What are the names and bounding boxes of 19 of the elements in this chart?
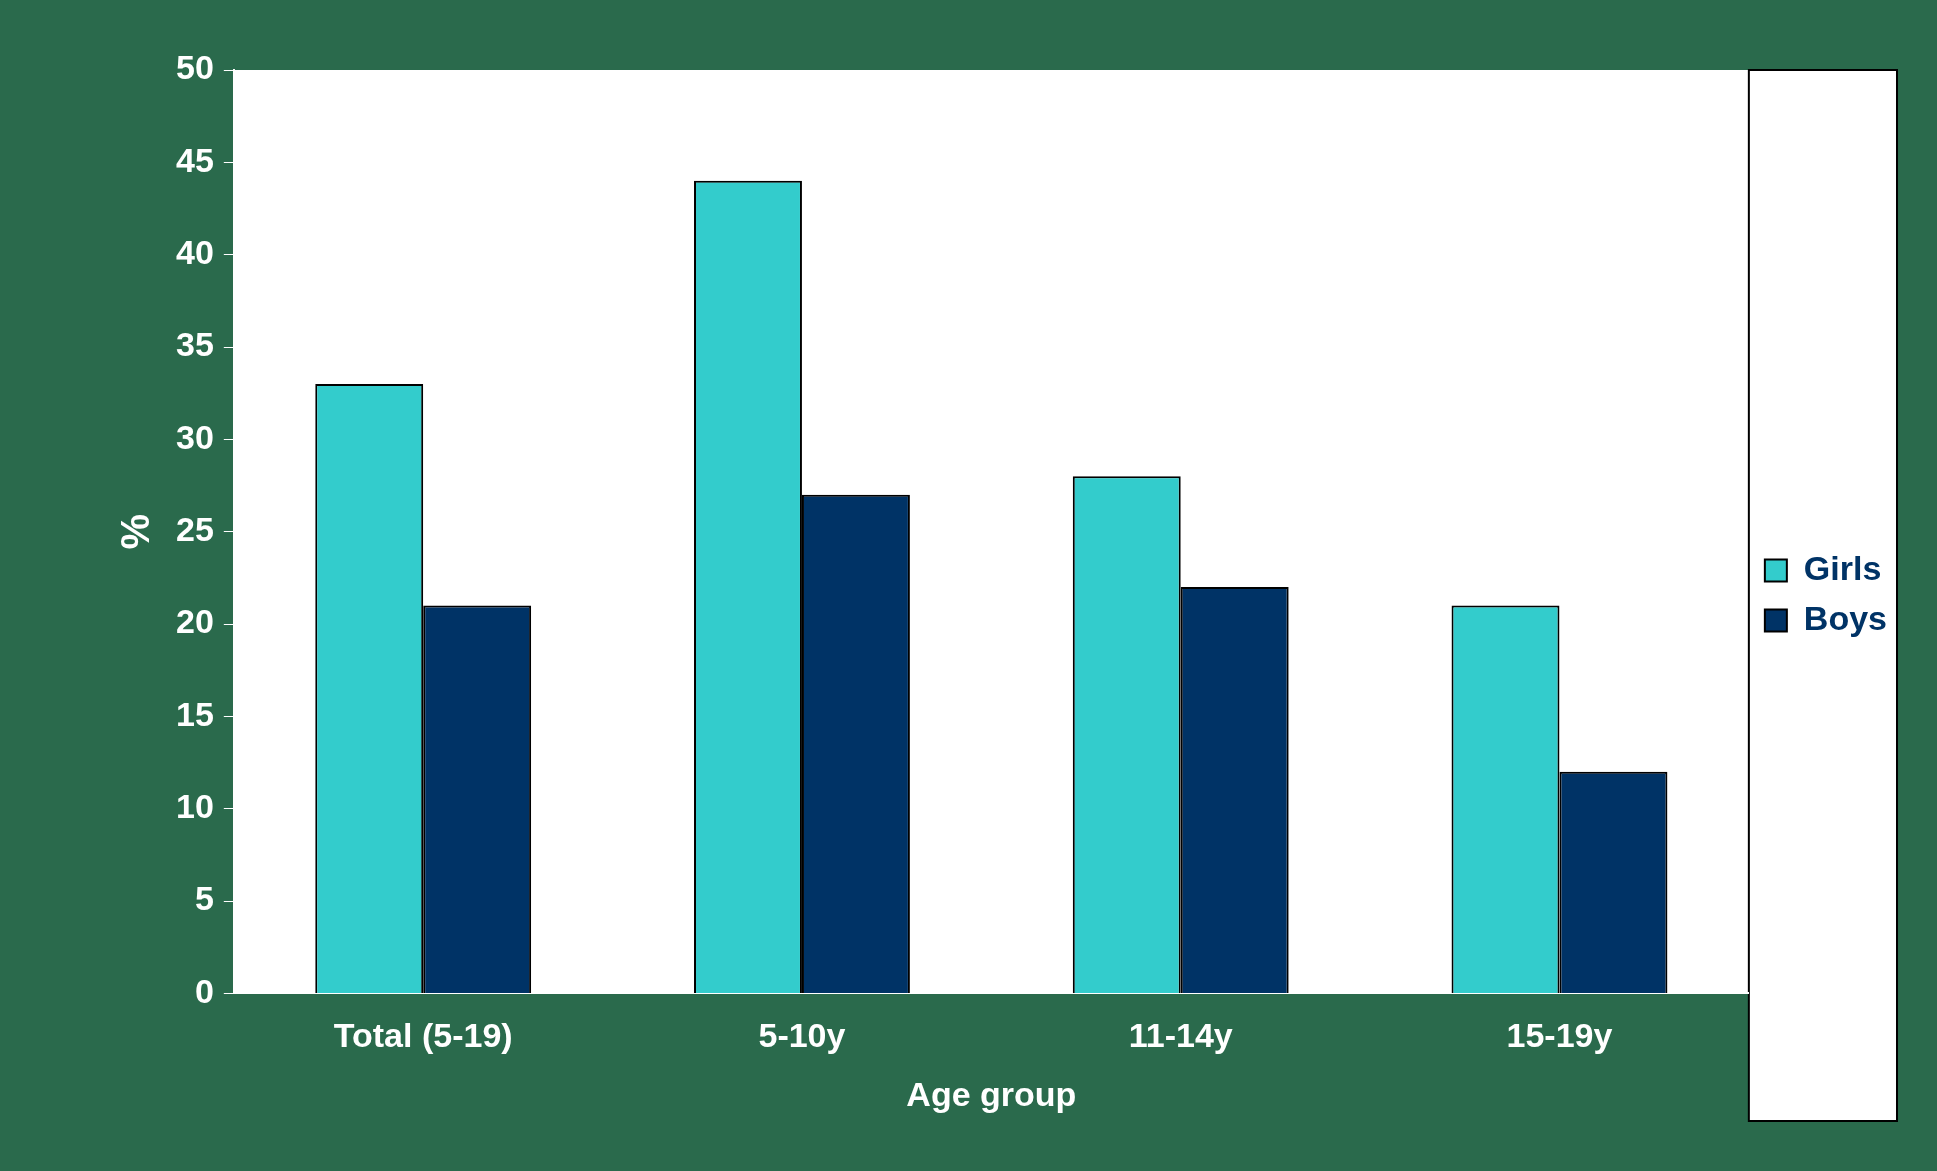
y-axis-title: % bbox=[113, 513, 158, 550]
y-tick-label: 0 bbox=[194, 971, 214, 1010]
y-tick-label: 20 bbox=[175, 602, 214, 641]
y-tick-label: 45 bbox=[175, 140, 214, 179]
y-tick-label: 30 bbox=[175, 417, 214, 456]
y-tick-label: 50 bbox=[175, 48, 214, 87]
y-tick-label: 10 bbox=[175, 787, 214, 826]
legend-label: Girls bbox=[1803, 548, 1882, 587]
x-tick-label: 5-10y bbox=[758, 1016, 846, 1055]
y-tick-label: 25 bbox=[175, 510, 214, 549]
legend-label: Boys bbox=[1803, 598, 1887, 637]
y-tick-label: 40 bbox=[175, 233, 214, 272]
x-axis-title: Age group bbox=[906, 1074, 1077, 1113]
x-tick-label: 15-19y bbox=[1506, 1016, 1613, 1055]
x-tick-label: Total (5-19) bbox=[333, 1016, 513, 1055]
x-tick-label: 11-14y bbox=[1128, 1016, 1233, 1055]
y-tick-label: 15 bbox=[175, 694, 214, 733]
y-tick-label: 5 bbox=[194, 879, 214, 918]
y-tick-label: 35 bbox=[175, 325, 214, 364]
